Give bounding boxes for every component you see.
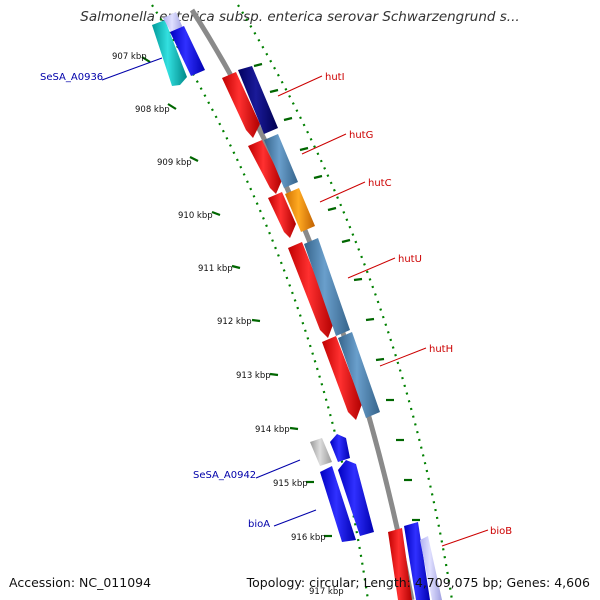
outer-tick-marks: [253, 62, 420, 522]
gene-hutH-red-arrow[interactable]: [322, 336, 362, 420]
gene-bioA-blue-arrow[interactable]: [320, 466, 356, 542]
gene-label-hutI[interactable]: hutI: [325, 72, 345, 83]
gene-label-SeSA_A0942[interactable]: SeSA_A0942: [193, 470, 256, 481]
gene-small-blue-arrow[interactable]: [330, 434, 350, 462]
gene-bioB-blue-arrow[interactable]: [404, 522, 430, 600]
gene-gray-arrow[interactable]: [310, 438, 332, 466]
gene-hutH-steel-arrow[interactable]: [338, 332, 380, 418]
gene-hutC-orange-arrow[interactable]: [285, 188, 315, 232]
tick-label: 912 kbp: [217, 317, 252, 327]
gene-hutC-red-arrow[interactable]: [268, 192, 296, 238]
gene-label-bioA[interactable]: bioA: [248, 519, 270, 530]
tick-label: 914 kbp: [255, 425, 290, 435]
tick-label: 910 kbp: [178, 211, 213, 221]
gene-blue-arrow-2[interactable]: [338, 460, 374, 536]
gene-blue-arrow[interactable]: [170, 26, 205, 76]
tick-label: 907 kbp: [112, 52, 147, 62]
gene-label-hutU[interactable]: hutU: [398, 254, 422, 265]
gene-label-hutC[interactable]: hutC: [368, 178, 392, 189]
genome-backbone: [189, 8, 415, 600]
gene-lavender-arrow[interactable]: [163, 12, 183, 34]
outer-dotted-track: [237, 4, 454, 600]
tick-labels: 907 kbp 908 kbp 909 kbp 910 kbp 911 kbp …: [112, 52, 344, 597]
gene-label-hutH[interactable]: hutH: [429, 344, 453, 355]
gene-hutG-red-arrow[interactable]: [248, 140, 282, 194]
gene-bioB-red-arrow[interactable]: [388, 528, 412, 600]
tick-label: 909 kbp: [157, 158, 192, 168]
tick-label: 916 kbp: [291, 533, 326, 543]
gene-hutU-steel-arrow[interactable]: [304, 238, 350, 336]
gene-cyan-arrow[interactable]: [152, 20, 187, 86]
tick-label: 917 kbp: [309, 587, 344, 597]
tick-label: 913 kbp: [236, 371, 271, 381]
tick-label: 915 kbp: [273, 479, 308, 489]
genome-summary-text: Topology: circular; Length: 4,709,075 bp…: [246, 575, 590, 590]
tick-label: 911 kbp: [198, 264, 233, 274]
accession-text: Accession: NC_011094: [9, 575, 152, 590]
gene-label-hutG[interactable]: hutG: [349, 130, 373, 141]
map-title: Salmonella enterica subsp. enterica sero…: [80, 9, 520, 25]
gene-hutU-red-arrow[interactable]: [288, 242, 334, 338]
tick-label: 908 kbp: [135, 105, 170, 115]
gene-bioB-lavender-arrow[interactable]: [420, 536, 442, 600]
gene-hutI-red-arrow[interactable]: [222, 72, 260, 138]
inner-tick-marks: [141, 56, 332, 538]
gene-label-SeSA_A0936[interactable]: SeSA_A0936: [40, 72, 103, 83]
gene-hutG-steel-arrow[interactable]: [264, 134, 298, 188]
leader-lines: [101, 57, 489, 547]
gene-label-bioB[interactable]: bioB: [490, 526, 512, 537]
gene-hutI-navy-arrow[interactable]: [238, 66, 278, 134]
